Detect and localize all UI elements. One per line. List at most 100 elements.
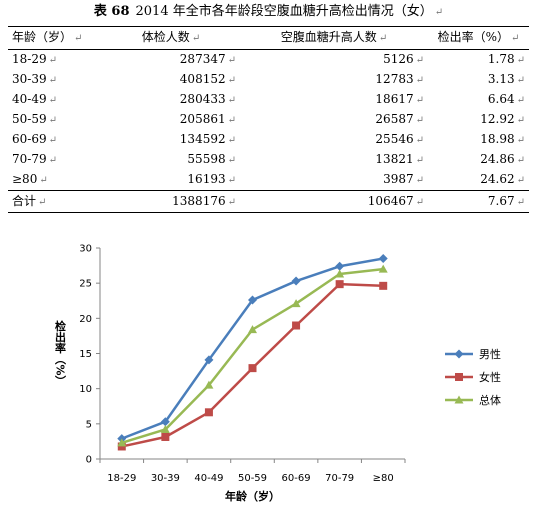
data-table: 年龄（岁） ↵ 体检人数 ↵ 空腹血糖升高人数 ↵ 检出率（%） ↵ 18-29 ↵ 287… [8, 26, 529, 213]
table-row: 18-29 ↵ 287347 ↵ 5126 ↵ 1.78 ↵ [8, 50, 529, 71]
data-point [378, 254, 388, 264]
paragraph-mark-icon: ↵ [227, 155, 236, 166]
table-row: 60-69 ↵ 134592 ↵ 25546 ↵ 18.98 ↵ [8, 130, 529, 150]
paragraph-mark-icon: ↵ [227, 196, 236, 208]
paragraph-mark-icon: ↵ [511, 33, 520, 44]
x-tick-label: 40-49 [194, 473, 223, 484]
x-tick-label: 30-39 [151, 473, 180, 484]
data-point [248, 325, 257, 334]
examined-cell: 280433 ↵ [179, 92, 236, 106]
data-point [335, 261, 345, 271]
y-tick-label: 30 [79, 244, 92, 255]
legend-label: 男性 [479, 347, 501, 361]
total-examined: 1388176 ↵ [102, 190, 240, 213]
paragraph-mark-icon: ↵ [434, 7, 444, 18]
legend-label: 总体 [479, 393, 501, 407]
header-examined: 体检人数 ↵ [102, 26, 240, 50]
rate-cell: 1.78 ↵ [487, 52, 525, 66]
paragraph-mark-icon: ↵ [415, 75, 424, 86]
paragraph-mark-icon: ↵ [516, 115, 525, 126]
paragraph-mark-icon: ↵ [48, 95, 57, 106]
total-rate: 7.67 ↵ [428, 190, 529, 213]
table-header-row: 年龄（岁） ↵ 体检人数 ↵ 空腹血糖升高人数 ↵ 检出率（%） ↵ [8, 26, 529, 50]
paragraph-mark-icon: ↵ [48, 135, 57, 146]
data-point [117, 442, 126, 451]
y-tick-label: 10 [79, 384, 92, 395]
paragraph-mark-icon: ↵ [415, 135, 424, 146]
elevated-cell: 25546 ↵ [375, 132, 424, 146]
examined-cell: 287347 ↵ [179, 52, 236, 66]
elevated-cell: 13821 ↵ [375, 152, 424, 166]
header-rate: 检出率（%） ↵ [428, 26, 529, 50]
y-tick-label: 20 [79, 314, 92, 325]
age-cell: 40-49 ↵ [12, 92, 57, 106]
data-point [455, 373, 463, 381]
x-tick-label: ≥80 [373, 473, 394, 484]
elevated-cell: 18617 ↵ [375, 92, 424, 106]
paragraph-mark-icon: ↵ [48, 115, 57, 126]
y-tick-label: 15 [79, 349, 92, 360]
age-cell: ≥80 ↵ [12, 172, 48, 186]
y-tick-label: 5 [86, 419, 92, 430]
paragraph-mark-icon: ↵ [516, 196, 525, 208]
paragraph-mark-icon: ↵ [415, 155, 424, 166]
paragraph-mark-icon: ↵ [378, 33, 388, 44]
paragraph-mark-icon: ↵ [415, 55, 424, 66]
paragraph-mark-icon: ↵ [48, 75, 57, 86]
paragraph-mark-icon: ↵ [415, 95, 424, 106]
paragraph-mark-icon: ↵ [227, 175, 236, 186]
table-row: ≥80 ↵ 16193 ↵ 3987 ↵ 24.62 ↵ [8, 170, 529, 191]
examined-cell: 134592 ↵ [179, 132, 236, 146]
paragraph-mark-icon: ↵ [74, 33, 83, 44]
paragraph-mark-icon: ↵ [516, 55, 525, 66]
paragraph-mark-icon: ↵ [227, 135, 236, 146]
data-point [335, 280, 344, 289]
paragraph-mark-icon: ↵ [48, 155, 57, 166]
data-point [454, 395, 464, 404]
paragraph-mark-icon: ↵ [38, 196, 47, 208]
paragraph-mark-icon: ↵ [516, 135, 525, 146]
x-tick-label: 18-29 [107, 473, 136, 484]
paragraph-mark-icon: ↵ [516, 75, 525, 86]
table-row: 70-79 ↵ 55598 ↵ 13821 ↵ 24.86 ↵ [8, 150, 529, 170]
examined-cell: 205861 ↵ [179, 112, 236, 126]
table-number: 表 68 [93, 4, 130, 19]
data-point [161, 432, 170, 441]
line-chart: 0 5 10 15 20 25 30 18-29 30-39 40-49 50-59 60-69 70-… [54, 244, 502, 504]
table-row: 40-49 ↵ 280433 ↵ 18617 ↵ 6.64 ↵ [8, 90, 529, 110]
y-axis-title: 检出率（%） [54, 319, 68, 386]
elevated-cell: 12783 ↵ [375, 72, 424, 86]
rate-cell: 24.62 ↵ [480, 172, 525, 186]
series-line-2 [121, 267, 384, 445]
total-label: 合计 ↵ [8, 190, 102, 213]
paragraph-mark-icon: ↵ [191, 33, 201, 44]
y-tick-label: 25 [79, 279, 92, 290]
data-point [160, 417, 170, 427]
data-point [117, 438, 127, 447]
elevated-cell: 5126 ↵ [383, 52, 424, 66]
examined-cell: 55598 ↵ [187, 152, 236, 166]
header-age: 年龄（岁） ↵ [8, 26, 102, 50]
paragraph-mark-icon: ↵ [227, 95, 236, 106]
age-cell: 30-39 ↵ [12, 72, 57, 86]
table-title: 表 68 2014 年全市各年龄段空腹血糖升高检出情况（女） ↵ [0, 4, 537, 21]
paragraph-mark-icon: ↵ [516, 175, 525, 186]
data-point [454, 349, 464, 359]
rate-cell: 6.64 ↵ [487, 92, 525, 106]
data-point [291, 276, 301, 286]
paragraph-mark-icon: ↵ [415, 175, 424, 186]
examined-cell: 16193 ↵ [187, 172, 236, 186]
paragraph-mark-icon: ↵ [415, 115, 424, 126]
data-point [379, 281, 388, 290]
elevated-cell: 26587 ↵ [375, 112, 424, 126]
data-point [248, 295, 257, 305]
rate-cell: 18.98 ↵ [480, 132, 525, 146]
age-cell: 18-29 ↵ [12, 52, 57, 66]
x-axis-title: 年龄（岁） [225, 489, 280, 503]
table-total-row: 合计 ↵ 1388176 ↵ 106467 ↵ 7.67 ↵ [8, 190, 529, 213]
total-elevated: 106467 ↵ [240, 190, 428, 213]
data-point [291, 299, 301, 308]
age-cell: 60-69 ↵ [12, 132, 57, 146]
legend-label: 女性 [479, 370, 501, 384]
data-point [335, 269, 345, 278]
